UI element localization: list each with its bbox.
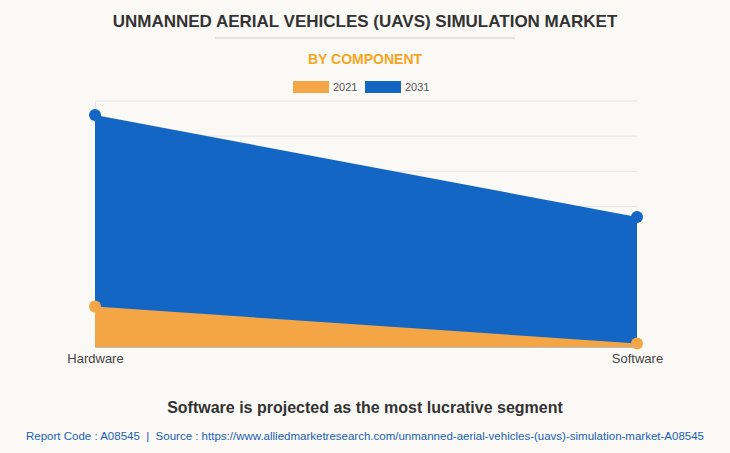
point <box>631 211 643 223</box>
area <box>95 115 637 347</box>
x-axis: Hardware Software <box>67 347 663 366</box>
legend: 2021 2031 <box>293 81 429 93</box>
x-tick: Hardware <box>67 347 123 366</box>
x-tick: Software <box>612 347 663 366</box>
legend-item: 2021 <box>293 81 357 93</box>
caption: Software is projected as the most lucrat… <box>167 399 563 416</box>
title: UNMANNED AERIAL VEHICLES (UAVS) SIMULATI… <box>113 12 618 31</box>
legend-label: 2031 <box>405 81 429 93</box>
title-rule <box>215 38 515 39</box>
x-tick-label: Hardware <box>67 351 123 366</box>
legend-swatch <box>293 81 329 93</box>
source: Report Code : A08545 | Source : https://… <box>26 430 704 442</box>
chart: UNMANNED AERIAL VEHICLES (UAVS) SIMULATI… <box>0 0 730 453</box>
area <box>95 307 637 347</box>
grid <box>95 101 637 347</box>
point <box>89 301 101 313</box>
grid-line <box>95 101 637 102</box>
plot-area <box>89 109 643 349</box>
legend-label: 2021 <box>333 81 357 93</box>
subtitle: BY COMPONENT <box>308 51 423 67</box>
legend-swatch <box>365 81 401 93</box>
legend-item: 2031 <box>365 81 429 93</box>
x-axis-line <box>96 347 638 348</box>
point <box>89 109 101 121</box>
x-tick-label: Software <box>612 351 663 366</box>
